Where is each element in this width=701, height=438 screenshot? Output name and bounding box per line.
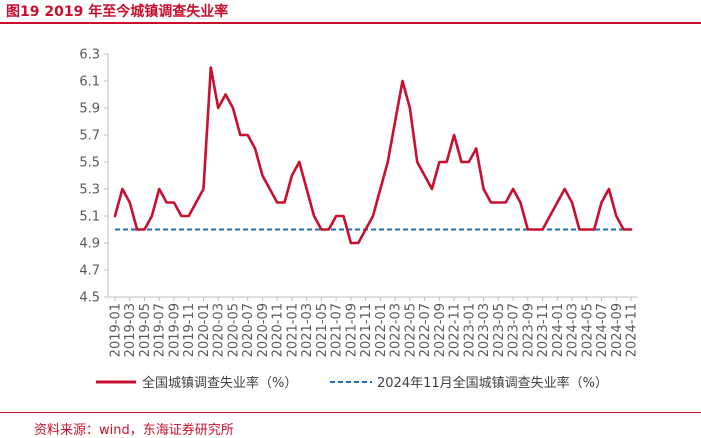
x-tick-label: 2022-11: [448, 303, 463, 357]
x-tick-label: 2019-05: [138, 303, 153, 357]
bottom-rule: [0, 412, 701, 413]
x-tick-label: 2024-11: [625, 303, 640, 357]
x-tick-label: 2021-03: [300, 303, 315, 357]
y-tick-label: 5.1: [79, 210, 100, 225]
x-tick-label: 2021-09: [344, 303, 359, 357]
title-rule: [0, 22, 701, 24]
source-note: 资料来源：wind，东海证券研究所: [34, 423, 234, 438]
x-tick-label: 2020-03: [212, 303, 227, 357]
legend-label-reference: 2024年11月全国城镇调查失业率（%）: [377, 375, 608, 391]
x-tick-label: 2021-07: [330, 303, 345, 357]
y-tick-label: 6.1: [79, 75, 100, 90]
x-tick-label: 2019-01: [109, 303, 124, 357]
y-tick-label: 4.9: [79, 237, 100, 252]
x-tick-label: 2024-09: [610, 303, 625, 357]
series-line-unemployment: [113, 66, 633, 245]
x-tick-label: 2023-05: [492, 303, 507, 357]
x-tick-label: 2023-01: [462, 303, 477, 357]
x-tick-label: 2022-01: [374, 303, 389, 357]
legend-label-unemployment: 全国城镇调查失业率（%）: [142, 375, 297, 391]
x-tick-label: 2020-07: [241, 303, 256, 357]
legend: 全国城镇调查失业率（%） 2024年11月全国城镇调查失业率（%）: [96, 375, 608, 391]
x-tick-label: 2020-11: [271, 303, 286, 357]
y-tick-label: 6.3: [79, 48, 100, 63]
x-tick-label: 2023-07: [507, 303, 522, 357]
x-tick-label: 2024-05: [580, 303, 595, 357]
x-tick-label: 2024-01: [551, 303, 566, 357]
figure-title: 图19 2019 年至今城镇调查失业率: [6, 4, 229, 20]
x-tick-label: 2020-09: [256, 303, 271, 357]
y-tick-label: 5.5: [79, 156, 100, 171]
x-tick-label: 2022-07: [418, 303, 433, 357]
x-tick-label: 2024-03: [566, 303, 581, 357]
series-layer: [113, 66, 633, 245]
x-tick-label: 2023-11: [536, 303, 551, 357]
x-tick-label: 2020-01: [197, 303, 212, 357]
x-tick-label: 2019-11: [182, 303, 197, 357]
y-tick-label: 5.3: [79, 183, 100, 198]
x-tick-label: 2023-03: [477, 303, 492, 357]
y-tick-label: 5.7: [79, 129, 100, 144]
y-tick-label: 4.7: [79, 264, 100, 279]
y-tick-label: 5.9: [79, 102, 100, 117]
x-tick-label: 2019-03: [123, 303, 138, 357]
x-tick-label: 2019-07: [153, 303, 168, 357]
x-tick-label: 2020-05: [226, 303, 241, 357]
x-tick-label: 2022-03: [389, 303, 404, 357]
x-tick-label: 2023-09: [521, 303, 536, 357]
x-tick-label: 2022-09: [433, 303, 448, 357]
x-tick-label: 2021-05: [315, 303, 330, 357]
x-tick-label: 2024-07: [595, 303, 610, 357]
x-tick-label: 2022-05: [403, 303, 418, 357]
y-tick-label: 4.5: [79, 291, 100, 306]
x-tick-label: 2021-11: [359, 303, 374, 357]
x-tick-label: 2021-01: [285, 303, 300, 357]
x-tick-label: 2019-09: [167, 303, 182, 357]
